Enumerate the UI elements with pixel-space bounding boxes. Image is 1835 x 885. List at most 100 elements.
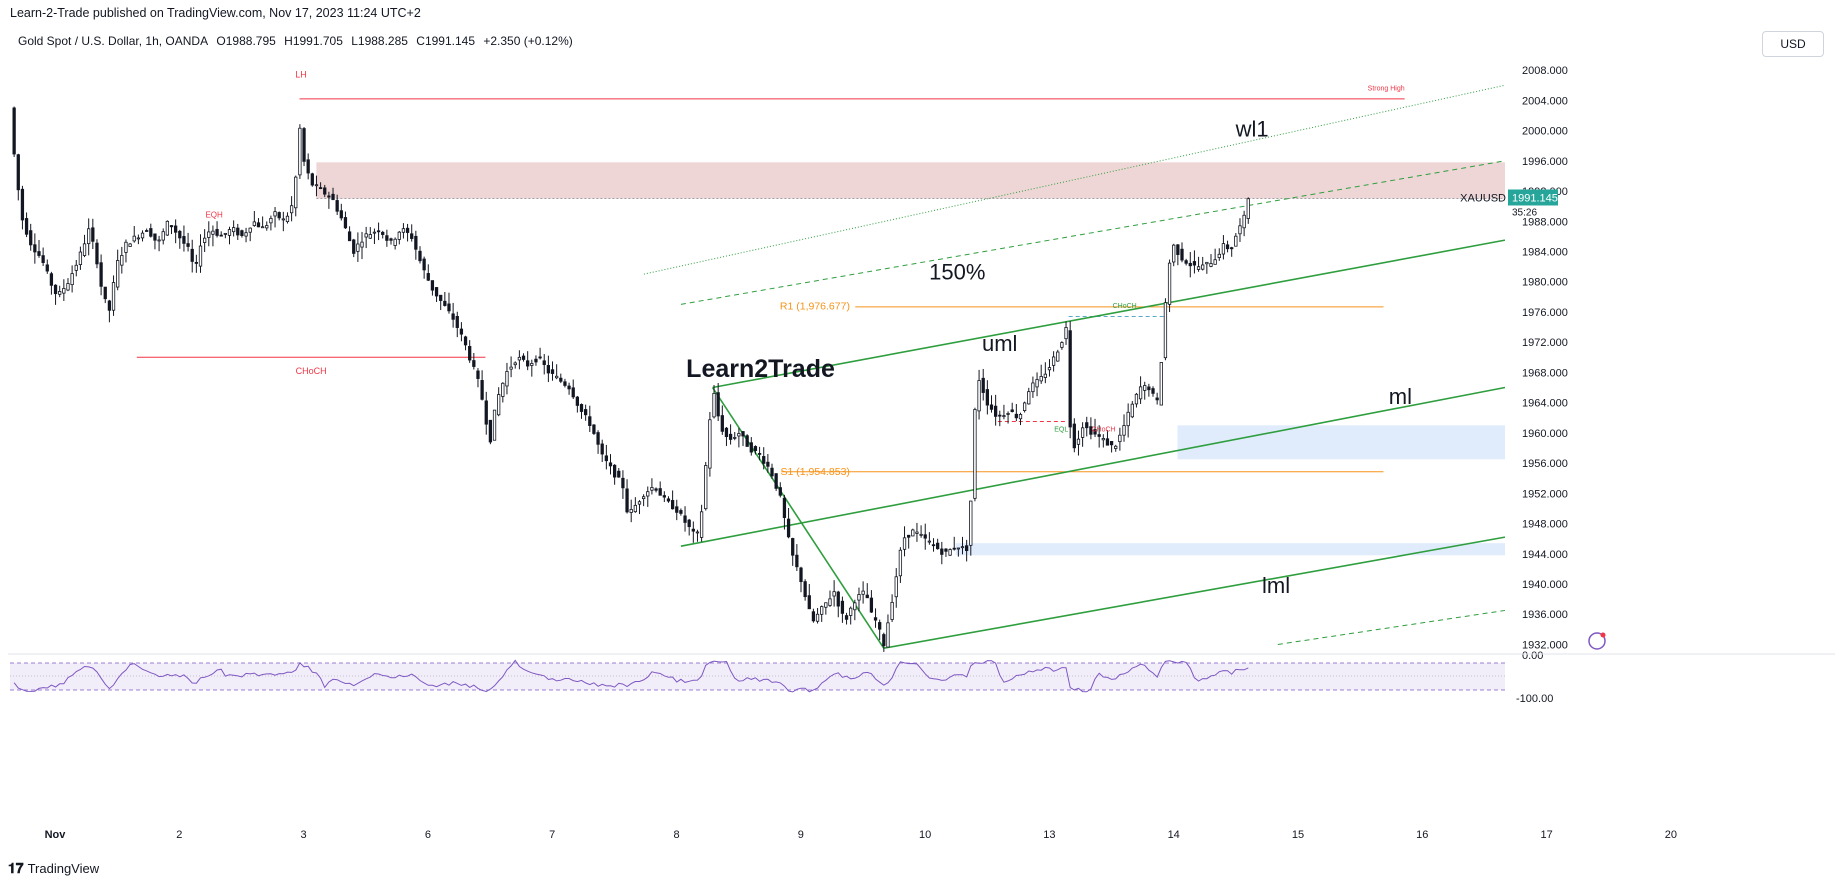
candle — [1060, 341, 1064, 350]
candle — [53, 284, 58, 305]
candle-body — [534, 358, 538, 363]
price-change: +2.350 (+0.12%) — [483, 34, 573, 48]
candle — [1068, 321, 1072, 439]
candle — [898, 547, 903, 583]
candle-body — [745, 435, 749, 447]
candle — [211, 225, 215, 247]
candle — [74, 259, 78, 277]
x-tick-label: Nov — [45, 829, 67, 841]
candle-body — [737, 433, 741, 437]
candle-body — [530, 363, 534, 366]
candle — [1230, 246, 1234, 257]
candle-body — [165, 220, 170, 236]
candle-body — [120, 255, 124, 266]
candle-body — [1060, 342, 1064, 348]
candle-body — [1242, 214, 1246, 229]
candle-body — [600, 443, 604, 455]
candle-body — [1068, 330, 1072, 428]
candle-body — [658, 488, 662, 496]
candle-body — [844, 615, 849, 620]
candle — [1205, 261, 1209, 274]
candle-body — [828, 598, 832, 606]
y-tick-label: 1960.000 — [1522, 428, 1568, 440]
candle — [488, 419, 493, 445]
candle — [78, 246, 83, 270]
label-strong-high: Strong High — [1368, 86, 1405, 93]
candle-body — [211, 230, 215, 235]
candle-body — [1109, 441, 1114, 446]
candle — [281, 211, 285, 232]
candle-body — [691, 528, 695, 532]
candle — [99, 254, 103, 296]
y-tick-label: 2000.000 — [1522, 126, 1568, 138]
candle — [41, 247, 45, 266]
candle-body — [712, 392, 716, 418]
candle — [1163, 298, 1168, 361]
y-tick-label: 1988.000 — [1522, 216, 1568, 228]
candle — [927, 532, 932, 545]
candle-body — [670, 500, 675, 510]
candle — [472, 353, 476, 370]
x-tick-label: 20 — [1665, 829, 1677, 841]
candle — [923, 523, 927, 550]
candle — [434, 287, 439, 303]
y-tick-label: 1956.000 — [1522, 458, 1568, 470]
candle — [1238, 218, 1242, 242]
candle — [836, 590, 840, 618]
candle — [145, 228, 149, 232]
price-tag-value: 1991.145 — [1512, 192, 1558, 204]
candle — [219, 231, 223, 237]
candle — [633, 497, 637, 513]
label-choch-right: CHoCH — [1113, 303, 1137, 310]
candle-body — [902, 537, 907, 550]
candle-body — [1064, 327, 1068, 340]
candle — [20, 185, 25, 230]
y-tick-label: 1972.000 — [1522, 337, 1568, 349]
candle — [815, 608, 820, 624]
candle — [749, 437, 753, 456]
candle — [1213, 248, 1217, 265]
y-tick-label: 2008.000 — [1522, 65, 1568, 77]
candle-body — [356, 243, 360, 252]
candle — [103, 286, 107, 304]
candle — [497, 387, 501, 417]
candle — [310, 172, 314, 187]
candle-body — [542, 360, 546, 365]
candle-body — [1143, 385, 1147, 391]
candle-body — [161, 231, 165, 241]
candle-body — [1180, 248, 1184, 261]
candle-body — [352, 239, 356, 254]
zone-supply — [316, 162, 1505, 199]
candle — [318, 182, 323, 190]
candle — [37, 239, 41, 258]
candle-body — [103, 286, 107, 300]
candle — [828, 590, 832, 607]
candle-body — [608, 462, 613, 467]
candle — [849, 606, 853, 625]
candle — [16, 153, 20, 201]
candle-body — [95, 242, 99, 265]
candle — [294, 175, 298, 217]
candle — [969, 500, 973, 556]
symbol-name[interactable]: Gold Spot / U.S. Dollar, 1h, OANDA — [18, 34, 209, 48]
candle-body — [178, 230, 182, 239]
candle-body — [368, 234, 372, 239]
candle-body — [1213, 259, 1217, 265]
candle — [116, 249, 120, 291]
candle-body — [227, 229, 232, 236]
candle — [555, 364, 559, 380]
candle — [1022, 401, 1027, 413]
candle — [178, 229, 182, 249]
candles-layer — [12, 106, 1250, 652]
candle — [124, 239, 128, 263]
currency-button[interactable]: USD — [1762, 31, 1824, 57]
candle-body — [497, 394, 501, 416]
candle-body — [20, 188, 25, 221]
candle-body — [269, 217, 273, 224]
candle — [666, 496, 671, 503]
candle-body — [873, 617, 878, 621]
x-tick-label: 7 — [549, 829, 555, 841]
candle — [505, 362, 509, 395]
candle — [803, 579, 807, 601]
